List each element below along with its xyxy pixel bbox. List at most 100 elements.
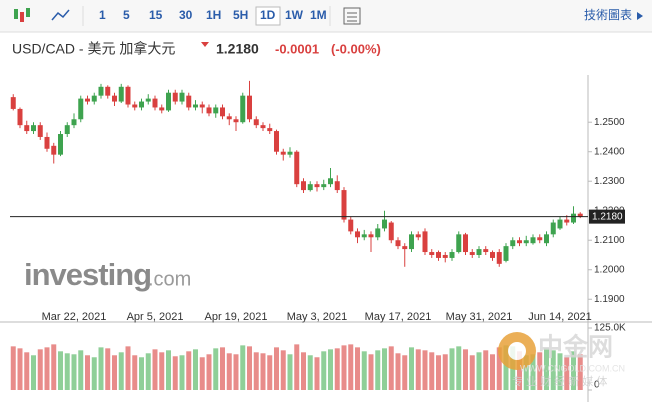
volume-bar	[267, 355, 273, 390]
volume-bar	[321, 351, 327, 390]
plot: 1.19001.20001.21001.22001.23001.24001.25…	[10, 80, 626, 391]
interval-button[interactable]: 1W	[285, 8, 304, 22]
candle-icon[interactable]	[14, 8, 30, 22]
volume-bar	[280, 350, 286, 390]
volume-bar	[368, 354, 374, 390]
x-tick-label: Jun 14, 2021	[528, 311, 592, 323]
candle-body	[280, 151, 286, 155]
candle-body	[193, 104, 198, 108]
candle-body	[287, 151, 293, 155]
change-pct: (-0.00%)	[331, 41, 381, 56]
candle-body	[341, 190, 347, 220]
candle-body	[361, 234, 367, 238]
volume-tick-label: 125.0K	[594, 323, 626, 334]
x-tick-label: May 17, 2021	[365, 311, 432, 323]
line-icon[interactable]	[51, 9, 70, 21]
candle-body	[58, 134, 63, 155]
candle-body	[537, 237, 543, 241]
volume-tick-label: 0	[594, 380, 600, 391]
candle-body	[112, 95, 117, 102]
volume-bar	[571, 351, 576, 390]
volume-bar	[179, 355, 185, 390]
logo: investing	[24, 257, 151, 292]
volume-bar	[287, 354, 293, 390]
candle-body	[429, 252, 435, 255]
volume-bar	[44, 347, 50, 390]
interval-button[interactable]: 15	[149, 8, 163, 22]
y-tick-label: 1.2400	[594, 146, 625, 157]
volume-bar	[490, 354, 495, 390]
volume-bar	[64, 353, 70, 390]
candle-body	[375, 228, 381, 238]
interval-button[interactable]: 5H	[233, 8, 248, 22]
watermark-name: 中金网	[538, 333, 613, 362]
interval-button[interactable]: 5	[123, 8, 130, 22]
volume-bar	[301, 352, 306, 390]
candle-body	[132, 104, 138, 108]
candle-body	[510, 240, 516, 247]
volume-bar	[503, 345, 509, 390]
interval-button[interactable]: 1H	[206, 8, 221, 22]
candle-body	[98, 86, 104, 96]
candle-body	[523, 240, 529, 244]
volume-bar	[274, 347, 279, 390]
volume-bar	[409, 347, 414, 390]
y-tick-label: 1.2500	[594, 117, 625, 128]
volume-bar	[436, 355, 441, 390]
chart-link[interactable]: 技術圖表	[584, 8, 632, 22]
candle-body	[233, 119, 239, 123]
volume-bar	[517, 351, 522, 390]
watermark-site: WWW.CNGOLD.COM.CN	[520, 363, 625, 373]
volume-bar	[355, 347, 360, 390]
volume-bar	[125, 346, 131, 390]
volume-bar	[159, 352, 165, 390]
candle-body	[517, 240, 522, 244]
volume-bar	[422, 350, 428, 390]
volume-bar	[233, 354, 239, 390]
volume-bar	[145, 353, 151, 390]
volume-bar	[118, 352, 124, 390]
candle-body	[348, 219, 354, 232]
volume-bar	[544, 348, 549, 390]
volume-bar	[98, 347, 104, 390]
volume-bar	[334, 348, 340, 390]
toolbar	[0, 0, 652, 32]
x-tick-label: May 31, 2021	[446, 311, 513, 323]
volume-bar	[139, 357, 144, 390]
y-tick-label: 1.1900	[594, 294, 625, 305]
volume-bar	[132, 355, 138, 390]
volume-bar	[496, 347, 502, 390]
volume-bar	[456, 346, 462, 390]
interval-button[interactable]: 1D	[260, 8, 276, 22]
logo-suffix: .com	[148, 268, 191, 290]
volume-bar	[226, 353, 232, 390]
price: 1.2180	[216, 41, 259, 57]
interval-button[interactable]: 30	[179, 8, 193, 22]
volume-bar	[429, 352, 435, 390]
candle-body	[260, 125, 266, 129]
interval-button[interactable]: 1M	[310, 8, 327, 22]
candle-body	[328, 178, 333, 185]
volume-bar	[193, 349, 198, 390]
candle-body	[476, 249, 482, 255]
volume-bar	[24, 352, 30, 390]
volume-bar	[152, 349, 158, 390]
volume-bar	[375, 350, 381, 390]
volume-bar	[213, 348, 219, 390]
interval-button[interactable]: 1	[99, 8, 106, 22]
x-tick-label: Apr 5, 2021	[127, 311, 184, 323]
candle-body	[463, 234, 468, 253]
volume-bar	[112, 355, 117, 390]
volume-bar	[247, 346, 252, 390]
down-arrow	[201, 42, 209, 47]
candle-body	[125, 86, 131, 105]
candle-body	[557, 219, 563, 229]
candle-body	[301, 181, 306, 191]
candle-body	[368, 234, 374, 238]
volume-bar	[31, 355, 36, 390]
volume-bar	[105, 348, 111, 390]
candle-body	[152, 98, 158, 108]
settings-icon[interactable]	[343, 7, 361, 25]
